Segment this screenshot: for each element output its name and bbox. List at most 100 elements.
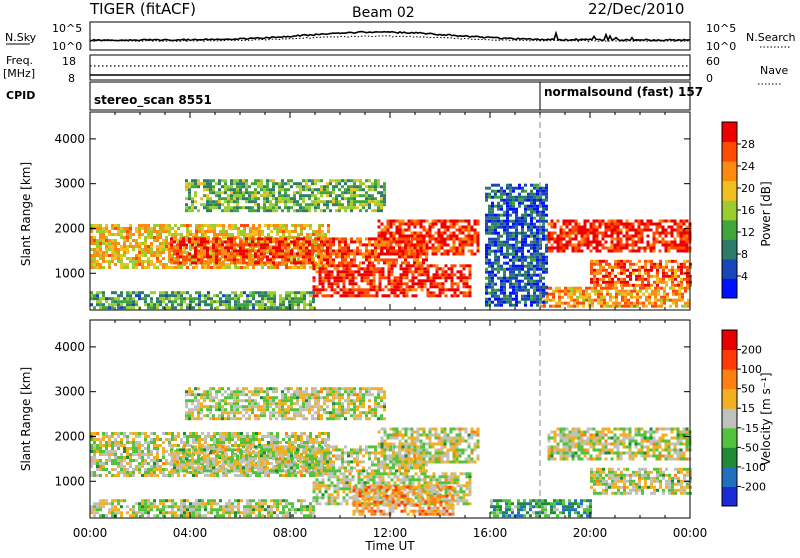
heatmap-cell [485,244,488,247]
heatmap-cell [212,246,215,249]
heatmap-cell [527,271,530,274]
heatmap-cell [680,250,683,253]
heatmap-cell [374,203,377,206]
heatmap-cell [168,297,171,300]
heatmap-cell [281,240,284,243]
heatmap-cell [297,303,300,306]
heatmap-cell [105,254,108,257]
heatmap-cell [248,191,251,194]
heatmap-cell [126,257,129,260]
heatmap-cell [453,247,456,250]
heatmap-cell [648,302,651,305]
heatmap-cell [582,305,585,308]
heatmap-cell [105,245,108,248]
heatmap-cell [462,247,465,250]
heatmap-cell [609,293,612,296]
heatmap-cell [269,246,272,249]
heatmap-cell [218,188,221,191]
heatmap-cell [427,270,430,273]
heatmap-cell [382,270,385,273]
heatmap-cell [216,224,219,227]
heatmap-cell [445,276,448,279]
heatmap-cell [384,247,387,250]
heatmap-cell [427,294,430,297]
heatmap-cell [602,266,605,269]
heatmap-cell [236,194,239,197]
heatmap-cell [319,270,322,273]
heatmap-cell [99,468,102,471]
heatmap-cell [615,290,618,293]
heatmap-cell [102,230,105,233]
heatmap-cell [153,441,156,444]
heatmap-cell [305,255,308,258]
heatmap-cell [441,241,444,244]
heatmap-cell [311,261,314,264]
heatmap-cell [530,223,533,226]
heatmap-cell [174,435,177,438]
heatmap-cell [138,465,141,468]
heatmap-cell [435,220,438,223]
heatmap-cell [162,230,165,233]
heatmap-cell [677,266,680,269]
heatmap-cell [347,252,350,255]
heatmap-cell [353,188,356,191]
heatmap-cell [471,229,474,232]
heatmap-cell [261,303,264,306]
heatmap-cell [426,232,429,235]
heatmap-cell [362,203,365,206]
heatmap-cell [488,280,491,283]
heatmap-cell [551,247,554,250]
heatmap-cell [620,260,623,263]
heatmap-cell [566,226,569,229]
heatmap-cell [171,474,174,477]
heatmap-cell [563,247,566,250]
heatmap-cell [566,244,569,247]
heatmap-cell [651,302,654,305]
heatmap-cell [245,243,248,246]
heatmap-cell [647,284,650,287]
heatmap-cell [524,220,527,223]
heatmap-cell [612,287,615,290]
heatmap-cell [454,294,457,297]
heatmap-cell [224,182,227,185]
heatmap-cell [206,185,209,188]
heatmap-cell [162,441,165,444]
heatmap-cell [347,261,350,264]
heatmap-cell [350,203,353,206]
heatmap-cell [569,238,572,241]
heatmap-cell [503,283,506,286]
heatmap-cell [573,302,576,305]
heatmap-cell [512,199,515,202]
heatmap-cell [237,303,240,306]
heatmap-cell [666,293,669,296]
heatmap-cell [176,249,179,252]
heatmap-cell [221,197,224,200]
heatmap-cell [485,277,488,280]
heatmap-cell [621,290,624,293]
heatmap-cell [497,289,500,292]
heatmap-cell [144,242,147,245]
heatmap-cell [433,282,436,285]
heatmap-cell [491,211,494,214]
heatmap-cell [536,235,539,238]
heatmap-cell [156,239,159,242]
heatmap-cell [347,246,350,249]
heatmap-cell [346,270,349,273]
heatmap-cell [627,299,630,302]
heatmap-cell [358,294,361,297]
heatmap-cell [570,290,573,293]
heatmap-cell [120,245,123,248]
heatmap-cell [406,273,409,276]
heatmap-cell [224,240,227,243]
heatmap-cell [233,194,236,197]
heatmap-cell [582,299,585,302]
heatmap-cell [233,191,236,194]
heatmap-cell [420,238,423,241]
heatmap-cell [275,206,278,209]
heatmap-cell [572,247,575,250]
heatmap-cell [488,265,491,268]
heatmap-cell [488,238,491,241]
heatmap-cell [585,287,588,290]
heatmap-cell [438,244,441,247]
heatmap-cell [447,229,450,232]
